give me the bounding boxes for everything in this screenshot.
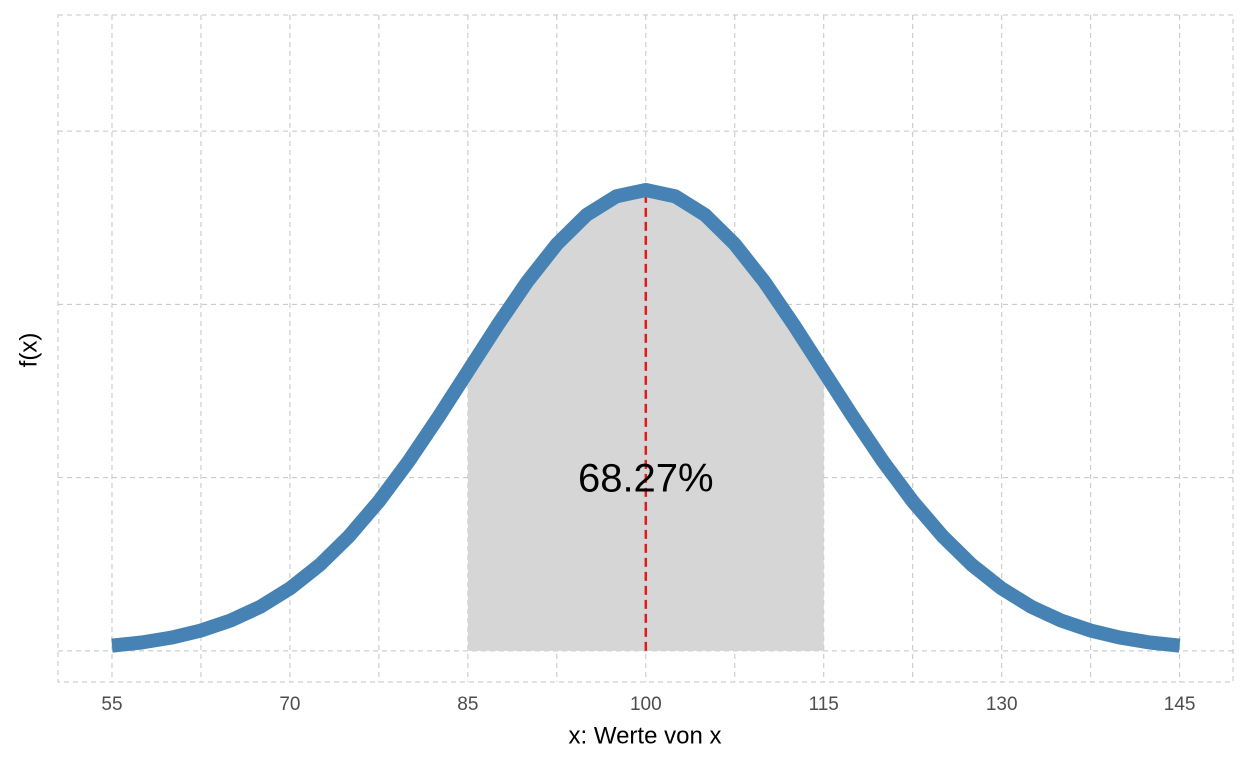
x-tick-label: 85 bbox=[457, 694, 478, 715]
x-tick-label: 115 bbox=[809, 694, 839, 715]
x-tick-label: 55 bbox=[101, 694, 122, 715]
x-tick-label: 145 bbox=[1164, 694, 1196, 715]
x-tick-label: 100 bbox=[630, 694, 662, 715]
x-axis-label: x: Werte von x bbox=[569, 722, 722, 749]
density-curve bbox=[111, 182, 1181, 653]
annotation: 68.27% bbox=[578, 457, 714, 501]
x-tick-label: 130 bbox=[986, 694, 1018, 715]
x-tick-label: 70 bbox=[279, 694, 300, 715]
y-axis-label: f(x) bbox=[15, 333, 42, 368]
